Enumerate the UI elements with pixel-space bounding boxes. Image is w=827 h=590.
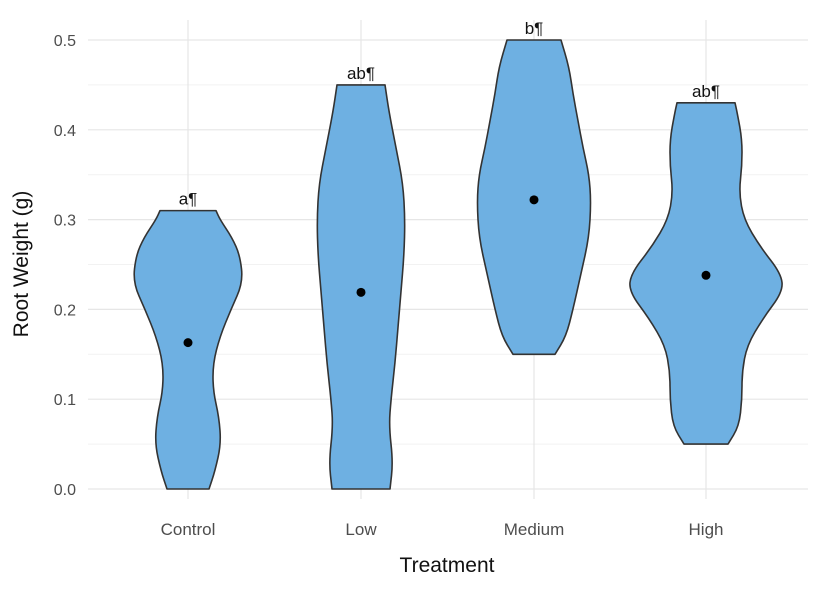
x-tick-label-low: Low [345, 520, 377, 539]
y-tick-label: 0.2 [54, 302, 76, 319]
y-tick-label: 0.3 [54, 213, 76, 230]
significance-label-high: ab¶ [692, 82, 720, 101]
x-tick-label-high: High [689, 520, 724, 539]
y-axis-title: Root Weight (g) [10, 191, 33, 338]
y-tick-label: 0.5 [54, 33, 76, 50]
mean-point-low [356, 287, 366, 297]
y-tick-label: 0.4 [54, 123, 76, 140]
significance-labels: a¶ ab¶ b¶ ab¶ [179, 19, 720, 209]
y-tick-label: 0.0 [54, 482, 76, 499]
violin-low [316, 84, 406, 490]
significance-label-low: ab¶ [347, 64, 375, 83]
y-tick-label: 0.1 [54, 392, 76, 409]
mean-point-high [701, 270, 711, 280]
x-axis-title: Treatment [400, 554, 495, 577]
mean-point-medium [529, 195, 539, 205]
violin-control [133, 209, 243, 490]
y-tick-labels: 0.0 0.1 0.2 0.3 0.4 0.5 [54, 33, 76, 499]
significance-label-control: a¶ [179, 190, 198, 209]
mean-points [183, 195, 711, 348]
x-tick-label-control: Control [161, 520, 216, 539]
x-tick-labels: Control Low Medium High [161, 520, 724, 539]
x-tick-label-medium: Medium [504, 520, 564, 539]
mean-point-control [183, 338, 193, 348]
significance-label-medium: b¶ [525, 19, 544, 38]
